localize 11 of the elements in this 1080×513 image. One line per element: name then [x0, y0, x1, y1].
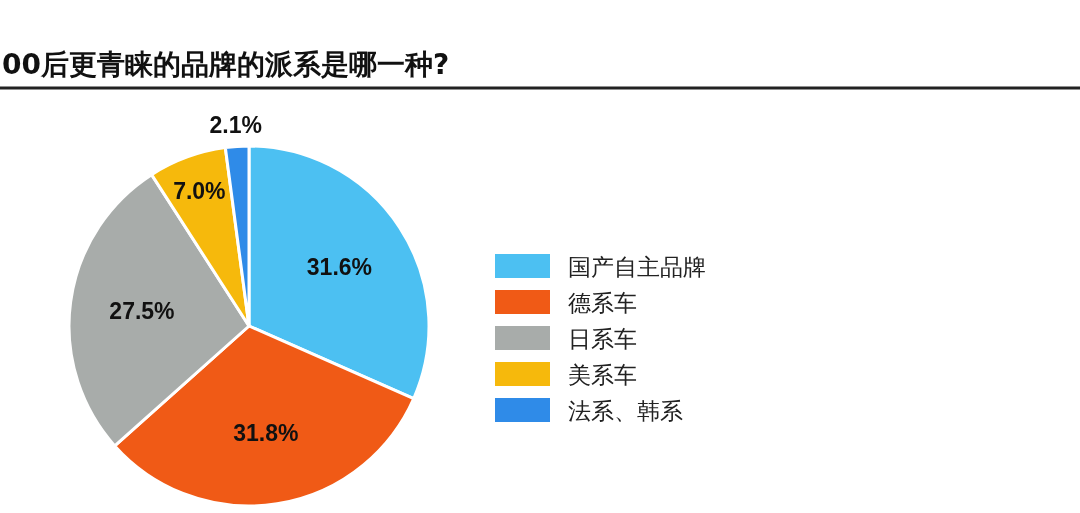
legend-label: 法系、韩系	[568, 398, 683, 424]
data-label: 27.5%	[109, 298, 175, 325]
legend-label: 德系车	[568, 290, 637, 316]
data-label: 31.6%	[306, 253, 373, 280]
legend-label: 国产自主品牌	[568, 254, 706, 280]
legend-label: 美系车	[568, 362, 637, 388]
data-label: 7.0%	[173, 177, 226, 204]
chart-title: 00后更青睐的品牌的派系是哪一种?	[2, 48, 450, 81]
data-label: 31.8%	[233, 419, 299, 446]
data-label: 2.1%	[209, 111, 262, 138]
legend-label: 日系车	[568, 326, 637, 352]
